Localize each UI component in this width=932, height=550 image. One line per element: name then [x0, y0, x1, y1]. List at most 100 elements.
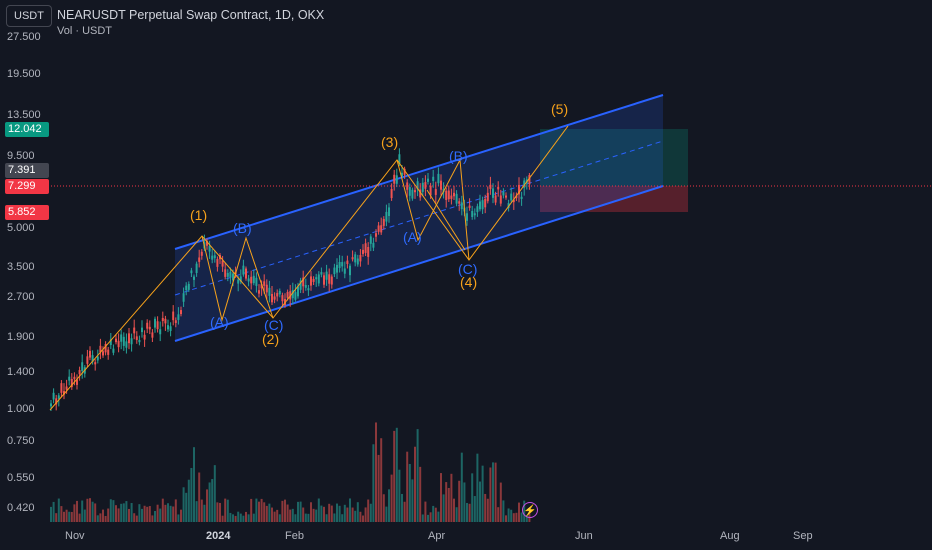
candle-body: [172, 311, 175, 321]
volume-bar: [109, 499, 112, 522]
candle-body: [479, 201, 481, 210]
volume-bar: [81, 500, 84, 522]
candle-body: [414, 190, 416, 193]
volume-bar: [359, 511, 362, 522]
volume-bar: [367, 499, 370, 522]
candle-body: [333, 267, 336, 275]
candle-body: [481, 200, 484, 210]
candle-body: [159, 329, 162, 335]
correction-wave-2: [396, 158, 470, 261]
candle-body: [489, 184, 492, 189]
volume-bar: [362, 515, 364, 522]
volume-bar: [398, 469, 401, 522]
candle-body: [237, 279, 240, 284]
volume-bar: [466, 502, 468, 522]
wave-label-3[interactable]: (3): [381, 134, 399, 150]
symbol-title[interactable]: NEARUSDT Perpetual Swap Contract, 1D, OK…: [57, 8, 325, 22]
volume-bar: [83, 509, 86, 522]
candle-body: [450, 195, 453, 199]
volume-bar: [78, 513, 81, 522]
candle-body: [146, 322, 149, 329]
candle-body: [429, 185, 432, 196]
volume-bar: [263, 502, 266, 522]
volume-bar: [507, 508, 510, 522]
volume-bar: [260, 498, 263, 522]
volume-bar: [273, 511, 276, 522]
volume-bar: [195, 501, 198, 522]
candle-body: [263, 281, 266, 286]
volume-bar: [432, 505, 435, 522]
candle-body: [328, 274, 331, 284]
stop-price-badge: 5.852: [5, 205, 49, 220]
volume-bar: [226, 499, 229, 522]
correction-wave-1: [201, 235, 274, 322]
candle-body: [276, 293, 279, 297]
candle-body: [411, 189, 414, 199]
candle-body: [115, 338, 117, 343]
currency-button[interactable]: USDT: [6, 5, 52, 27]
candle-body: [315, 277, 318, 280]
candle-body: [510, 193, 513, 201]
volume-bar: [307, 513, 310, 522]
wave-label-c2[interactable]: (C): [458, 261, 478, 277]
volume-bar: [284, 499, 286, 522]
volume-bar: [68, 511, 71, 522]
wave-label-b1[interactable]: (B): [233, 220, 252, 236]
candle-body: [356, 258, 359, 265]
candle-body: [505, 195, 507, 198]
candle-body: [224, 269, 227, 277]
volume-bar: [356, 502, 359, 522]
candle-body: [154, 318, 156, 328]
candle-body: [330, 276, 333, 285]
candle-body: [468, 205, 471, 208]
candle-body: [70, 379, 73, 388]
volume-bar: [450, 473, 453, 522]
candle-body: [143, 334, 146, 340]
volume-bar: [497, 507, 500, 522]
volume-bar: [330, 505, 333, 522]
candle-body: [281, 295, 284, 302]
volume-bar: [382, 494, 385, 522]
candle-body: [375, 233, 377, 237]
wave-label-1[interactable]: (1): [190, 207, 208, 223]
volume-bar: [468, 503, 471, 522]
lightning-icon[interactable]: ⚡: [522, 502, 538, 518]
target-stop-zones: [540, 129, 688, 212]
volume-bar: [414, 446, 416, 522]
candle-body: [458, 201, 461, 204]
volume-bar: [401, 493, 403, 522]
volume-bar: [255, 498, 258, 522]
volume-bar: [190, 467, 193, 522]
volume-bar: [138, 504, 141, 522]
candle-body: [341, 262, 344, 267]
volume-bar: [239, 513, 242, 522]
candle-body: [226, 272, 229, 277]
volume-bar: [341, 514, 344, 522]
volume-bar: [94, 503, 97, 522]
wave-label-5[interactable]: (5): [551, 101, 569, 117]
price-label: 2.700: [7, 291, 35, 304]
candle-body: [96, 356, 99, 361]
volume-bar: [380, 438, 383, 522]
candle-body: [364, 243, 367, 253]
candle-body: [325, 271, 328, 280]
volume-bar: [297, 501, 299, 522]
wave-label-a2[interactable]: (A): [403, 229, 422, 245]
candle-body: [447, 190, 450, 200]
wave-label-c1[interactable]: (C): [264, 317, 284, 333]
wave-label-b2[interactable]: (B): [449, 148, 468, 164]
candle-body: [193, 276, 195, 280]
candle-body: [362, 249, 364, 254]
volume-legend[interactable]: Vol · USDT: [57, 25, 113, 37]
candle-body: [245, 268, 247, 279]
wave-label-4[interactable]: (4): [460, 274, 478, 290]
candle-body: [393, 174, 396, 184]
volume-bar: [102, 509, 104, 522]
volume-bar: [489, 467, 492, 522]
volume-bar: [440, 473, 442, 522]
wave-label-a1[interactable]: (A): [210, 314, 229, 330]
wave-label-2[interactable]: (2): [262, 331, 280, 347]
candle-body: [499, 195, 502, 204]
volume-bar: [164, 504, 167, 522]
